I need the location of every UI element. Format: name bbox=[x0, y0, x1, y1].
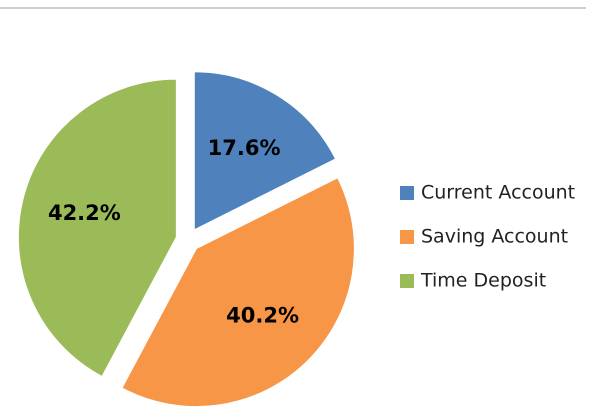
pie-slice bbox=[193, 71, 337, 231]
legend-swatch bbox=[400, 230, 414, 244]
legend-label: Saving Account bbox=[421, 226, 568, 248]
data-label: 42.2% bbox=[48, 201, 121, 225]
legend-swatch bbox=[400, 274, 414, 288]
pie-slice bbox=[17, 78, 177, 378]
data-label: 17.6% bbox=[208, 136, 281, 160]
legend-label: Time Deposit bbox=[420, 270, 546, 292]
data-label: 40.2% bbox=[226, 303, 299, 327]
pie-slice bbox=[121, 177, 355, 408]
legend-label: Current Account bbox=[421, 182, 575, 204]
legend-swatch bbox=[400, 186, 414, 200]
